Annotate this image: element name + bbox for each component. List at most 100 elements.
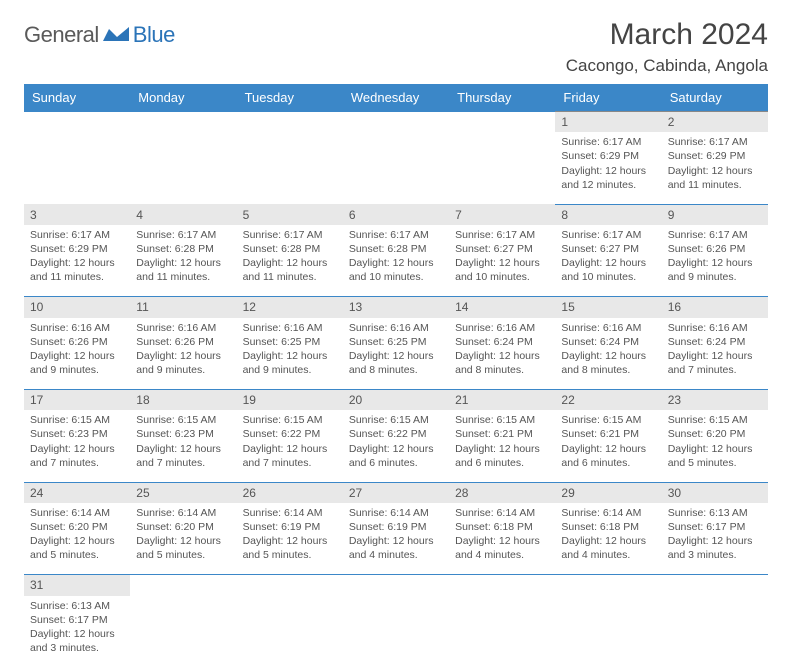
- day-number-row: 17181920212223: [24, 390, 768, 411]
- day-detail-cell: [237, 132, 343, 204]
- day-sunset: Sunset: 6:20 PM: [136, 520, 230, 534]
- day-d2: and 9 minutes.: [30, 363, 124, 377]
- day-sunrise: Sunrise: 6:14 AM: [455, 506, 549, 520]
- day-detail-cell: [343, 132, 449, 204]
- day-sunset: Sunset: 6:26 PM: [30, 335, 124, 349]
- day-sunrise: Sunrise: 6:17 AM: [455, 228, 549, 242]
- day-number-cell: 4: [130, 204, 236, 225]
- day-sunset: Sunset: 6:20 PM: [668, 427, 762, 441]
- day-number-cell: 19: [237, 390, 343, 411]
- day-detail-row: Sunrise: 6:17 AM Sunset: 6:29 PM Daylight:…: [24, 225, 768, 297]
- day-detail-row: Sunrise: 6:17 AM Sunset: 6:29 PM Daylight:…: [24, 132, 768, 204]
- day-d2: and 5 minutes.: [243, 548, 337, 562]
- day-detail-cell: [449, 132, 555, 204]
- day-detail-cell: Sunrise: 6:16 AMSunset: 6:24 PMDaylight:…: [662, 318, 768, 390]
- day-detail-cell: Sunrise: 6:17 AMSunset: 6:29 PMDaylight:…: [662, 132, 768, 204]
- day-detail-row: Sunrise: 6:15 AMSunset: 6:23 PMDaylight:…: [24, 410, 768, 482]
- day-number-cell: [449, 575, 555, 596]
- day-sunrise: Sunrise: 6:16 AM: [243, 321, 337, 335]
- day-detail-cell: Sunrise: 6:17 AMSunset: 6:29 PMDaylight:…: [24, 225, 130, 297]
- day-sunset: Sunset: 6:25 PM: [243, 335, 337, 349]
- day-detail-cell: Sunrise: 6:16 AMSunset: 6:26 PMDaylight:…: [130, 318, 236, 390]
- day-detail-cell: [130, 596, 236, 668]
- day-detail-row: Sunrise: 6:13 AMSunset: 6:17 PMDaylight:…: [24, 596, 768, 668]
- day-sunset: Sunset: 6:25 PM: [349, 335, 443, 349]
- day-d2: and 11 minutes.: [243, 270, 337, 284]
- weekday-header: Sunday: [24, 84, 130, 112]
- day-number-cell: 6: [343, 204, 449, 225]
- day-sunset: Sunset: 6:17 PM: [30, 613, 124, 627]
- day-d2: and 7 minutes.: [668, 363, 762, 377]
- day-sunset: Sunset: 6:29 PM: [30, 242, 124, 256]
- day-detail-cell: Sunrise: 6:14 AMSunset: 6:18 PMDaylight:…: [555, 503, 661, 575]
- day-number-cell: 21: [449, 390, 555, 411]
- day-detail-cell: Sunrise: 6:15 AMSunset: 6:20 PMDaylight:…: [662, 410, 768, 482]
- day-d1: Daylight: 12 hours: [561, 256, 655, 270]
- day-number-cell: [343, 575, 449, 596]
- day-number-cell: 29: [555, 482, 661, 503]
- day-d1: Daylight: 12 hours: [349, 349, 443, 363]
- day-number-cell: 24: [24, 482, 130, 503]
- day-d2: and 7 minutes.: [136, 456, 230, 470]
- day-d1: Daylight: 12 hours: [243, 534, 337, 548]
- day-detail-cell: [24, 132, 130, 204]
- day-detail-cell: Sunrise: 6:14 AMSunset: 6:18 PMDaylight:…: [449, 503, 555, 575]
- day-detail-cell: Sunrise: 6:14 AMSunset: 6:19 PMDaylight:…: [343, 503, 449, 575]
- logo-flag-icon: [103, 27, 129, 43]
- day-d1: Daylight: 12 hours: [455, 442, 549, 456]
- day-number-cell: [237, 112, 343, 133]
- day-sunrise: Sunrise: 6:17 AM: [243, 228, 337, 242]
- day-sunrise: Sunrise: 6:16 AM: [349, 321, 443, 335]
- day-d1: Daylight: 12 hours: [30, 442, 124, 456]
- day-number-cell: 20: [343, 390, 449, 411]
- day-number-row: 24252627282930: [24, 482, 768, 503]
- day-d2: and 11 minutes.: [668, 178, 762, 192]
- day-d2: and 4 minutes.: [455, 548, 549, 562]
- day-d1: Daylight: 12 hours: [668, 164, 762, 178]
- day-sunrise: Sunrise: 6:13 AM: [668, 506, 762, 520]
- day-d2: and 8 minutes.: [455, 363, 549, 377]
- header: General Blue March 2024 Cacongo, Cabinda…: [24, 18, 768, 76]
- day-detail-cell: Sunrise: 6:15 AMSunset: 6:23 PMDaylight:…: [24, 410, 130, 482]
- day-sunset: Sunset: 6:26 PM: [136, 335, 230, 349]
- day-d2: and 7 minutes.: [243, 456, 337, 470]
- day-d1: Daylight: 12 hours: [243, 256, 337, 270]
- day-d1: Daylight: 12 hours: [349, 256, 443, 270]
- day-sunset: Sunset: 6:29 PM: [561, 149, 655, 163]
- day-sunrise: Sunrise: 6:17 AM: [668, 135, 762, 149]
- day-number-cell: 11: [130, 297, 236, 318]
- day-number-cell: 2: [662, 112, 768, 133]
- day-detail-cell: [662, 596, 768, 668]
- day-number-cell: [449, 112, 555, 133]
- day-d2: and 3 minutes.: [30, 641, 124, 655]
- day-d1: Daylight: 12 hours: [30, 627, 124, 641]
- day-sunset: Sunset: 6:17 PM: [668, 520, 762, 534]
- day-d2: and 10 minutes.: [561, 270, 655, 284]
- day-d1: Daylight: 12 hours: [243, 349, 337, 363]
- day-sunset: Sunset: 6:20 PM: [30, 520, 124, 534]
- day-number-cell: 30: [662, 482, 768, 503]
- day-sunrise: Sunrise: 6:17 AM: [136, 228, 230, 242]
- day-number-cell: 14: [449, 297, 555, 318]
- day-d1: Daylight: 12 hours: [561, 534, 655, 548]
- day-sunset: Sunset: 6:22 PM: [243, 427, 337, 441]
- day-sunset: Sunset: 6:22 PM: [349, 427, 443, 441]
- day-sunset: Sunset: 6:24 PM: [561, 335, 655, 349]
- day-sunrise: Sunrise: 6:15 AM: [668, 413, 762, 427]
- day-sunrise: Sunrise: 6:15 AM: [349, 413, 443, 427]
- day-detail-cell: Sunrise: 6:16 AMSunset: 6:24 PMDaylight:…: [555, 318, 661, 390]
- day-detail-cell: Sunrise: 6:14 AMSunset: 6:20 PMDaylight:…: [24, 503, 130, 575]
- day-d2: and 9 minutes.: [243, 363, 337, 377]
- day-detail-cell: Sunrise: 6:17 AMSunset: 6:27 PMDaylight:…: [449, 225, 555, 297]
- day-sunrise: Sunrise: 6:15 AM: [136, 413, 230, 427]
- day-detail-cell: Sunrise: 6:16 AMSunset: 6:24 PMDaylight:…: [449, 318, 555, 390]
- day-number-cell: 3: [24, 204, 130, 225]
- day-d1: Daylight: 12 hours: [668, 442, 762, 456]
- day-d2: and 8 minutes.: [349, 363, 443, 377]
- day-number-cell: 10: [24, 297, 130, 318]
- day-d2: and 5 minutes.: [136, 548, 230, 562]
- day-d2: and 4 minutes.: [349, 548, 443, 562]
- day-d1: Daylight: 12 hours: [561, 442, 655, 456]
- day-number-cell: [130, 575, 236, 596]
- day-sunset: Sunset: 6:24 PM: [668, 335, 762, 349]
